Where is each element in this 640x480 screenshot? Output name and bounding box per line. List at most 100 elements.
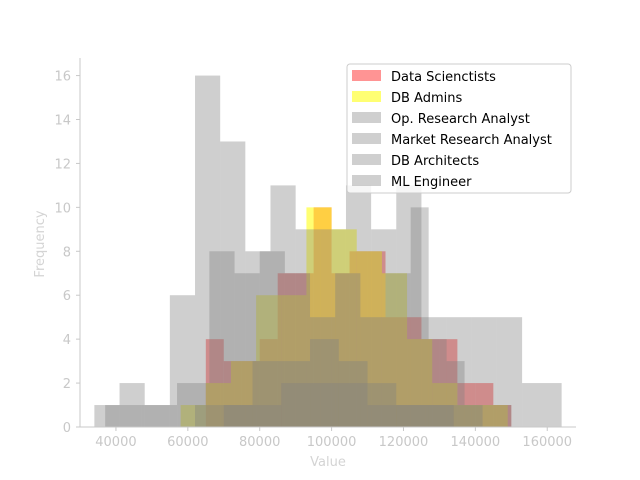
bar-series-2-bin-6 (245, 251, 271, 427)
x-tick-label-4: 120000 (379, 435, 429, 450)
y-tick-label-4: 8 (63, 245, 71, 260)
bar-series-5-bin-5 (367, 405, 397, 427)
legend-swatch-1 (352, 91, 381, 102)
bar-series-4-bin-5 (338, 361, 368, 427)
bar-series-1-bin-1 (205, 383, 231, 427)
x-tick-label-0: 40000 (95, 435, 136, 450)
bar-series-2-bin-9 (320, 229, 346, 427)
y-tick-label-5: 10 (54, 201, 71, 216)
legend-label-1: DB Admins (391, 91, 462, 106)
bar-series-1-bin-2 (230, 361, 257, 427)
bar-series-4-bin-6 (367, 383, 397, 427)
y-tick-label-6: 12 (54, 157, 71, 172)
legend-label-5: ML Engineer (391, 175, 472, 190)
legend-label-0: Data Scienctists (391, 70, 496, 85)
bar-series-3-bin-14 (464, 405, 512, 427)
series-1 (180, 207, 508, 427)
bar-series-3-bin-12 (428, 339, 447, 427)
legend-swatch-5 (352, 175, 381, 186)
bar-series-1-bin-7 (356, 251, 382, 427)
bar-series-4-bin-4 (310, 339, 339, 427)
legend: Data Scienctists DB Admins Op. Research An… (346, 63, 572, 194)
legend-label-4: DB Architects (391, 154, 479, 169)
series-5 (223, 383, 454, 427)
bar-series-3-bin-4 (234, 273, 260, 427)
bar-series-3-bin-7 (310, 317, 336, 427)
bar-series-3-bin-3 (209, 251, 235, 427)
y-tick-label-7: 14 (54, 114, 71, 129)
bar-series-5-bin-1 (252, 405, 282, 427)
tick-marks: 40000 60000 80000 100000 120000 140000 160000 0… (54, 70, 572, 450)
bar-series-5-bin-7 (425, 405, 454, 427)
bar-series-1-bin-10 (432, 383, 458, 427)
y-tick-label-2: 4 (63, 333, 71, 348)
bar-series-5-bin-0 (223, 405, 253, 427)
bar-series-5-bin-2 (281, 383, 311, 427)
bar-series-1-bin-8 (381, 273, 408, 427)
y-tick-label-8: 16 (54, 70, 71, 85)
bar-series-2-bin-12 (396, 185, 422, 427)
y-tick-label-0: 0 (63, 421, 71, 436)
bar-series-1-bin-4 (281, 295, 307, 427)
bar-series-5-bin-6 (396, 405, 426, 427)
bar-series-2-bin-15 (471, 317, 497, 427)
legend-swatch-3 (352, 133, 381, 144)
x-tick-label-6: 160000 (522, 435, 572, 450)
bar-series-2-bin-2 (144, 405, 170, 427)
x-tick-label-1: 60000 (167, 435, 208, 450)
bar-series-1-bin-9 (407, 339, 433, 427)
bar-series-4-bin-9 (453, 405, 483, 427)
bar-series-1-bin-3 (256, 295, 282, 427)
bar-series-1-bin-11 (457, 405, 483, 427)
bar-series-3-bin-10 (385, 273, 411, 427)
bar-series-3-bin-2 (177, 383, 210, 427)
x-tick-label-5: 140000 (451, 435, 501, 450)
bar-series-2-bin-14 (446, 317, 472, 427)
bar-series-3-bin-5 (259, 251, 285, 427)
legend-swatch-2 (352, 112, 381, 123)
bar-series-4-bin-1 (223, 405, 253, 427)
bar-series-2-bin-17 (522, 383, 562, 427)
bar-series-5-bin-3 (310, 383, 339, 427)
bar-series-3-bin-1 (141, 405, 178, 427)
bar-series-4-bin-2 (252, 361, 282, 427)
legend-box (346, 63, 572, 194)
x-tick-label-3: 100000 (307, 435, 357, 450)
bar-series-4-bin-7 (396, 405, 426, 427)
series-4 (195, 339, 483, 427)
bar-series-2-bin-13 (421, 317, 447, 427)
bar-series-3-bin-6 (284, 273, 311, 427)
bar-series-4-bin-8 (425, 405, 454, 427)
y-tick-label-1: 2 (63, 377, 71, 392)
bar-series-2-bin-4 (195, 75, 221, 427)
bar-series-3-bin-8 (335, 273, 361, 427)
bar-series-3-bin-9 (360, 317, 386, 427)
legend-label-3: Market Research Analyst (391, 133, 552, 148)
bar-series-3-bin-11 (410, 207, 429, 427)
x-axis-label: Value (310, 455, 346, 470)
bar-series-4-bin-0 (195, 405, 224, 427)
series-2 (94, 75, 562, 427)
bar-series-1-bin-0 (180, 405, 206, 427)
bar-series-5-bin-4 (338, 383, 368, 427)
x-tick-label-2: 80000 (239, 435, 280, 450)
bar-series-2-bin-3 (169, 295, 196, 427)
histogram-bars (94, 75, 562, 427)
bar-series-3-bin-13 (446, 361, 465, 427)
bar-series-2-bin-1 (119, 383, 145, 427)
bar-series-2-bin-11 (371, 229, 397, 427)
bar-series-1-bin-6 (331, 229, 357, 427)
y-tick-label-3: 6 (63, 289, 71, 304)
legend-swatch-0 (352, 70, 381, 81)
legend-swatch-4 (352, 154, 381, 165)
bar-series-2-bin-0 (94, 405, 120, 427)
bar-series-1-bin-12 (482, 405, 508, 427)
bar-series-2-bin-8 (295, 229, 321, 427)
bar-series-1-bin-5 (306, 207, 332, 427)
bar-series-4-bin-3 (281, 361, 311, 427)
legend-label-2: Op. Research Analyst (391, 112, 530, 127)
bar-series-3-bin-0 (105, 405, 142, 427)
bar-series-2-bin-10 (345, 185, 372, 427)
bar-series-2-bin-7 (270, 185, 296, 427)
